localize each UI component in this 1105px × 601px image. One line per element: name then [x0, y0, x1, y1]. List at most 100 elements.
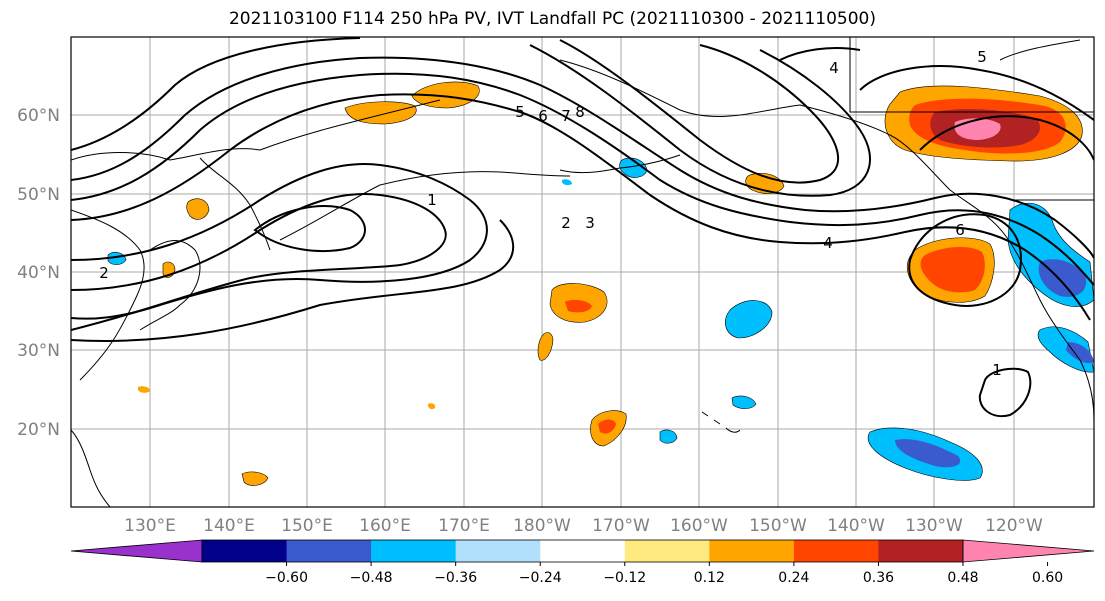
shade-small-orange-2: [138, 386, 150, 393]
colorbar-tick-label: 0.24: [778, 570, 809, 586]
contour-label: 8: [575, 103, 585, 121]
colorbar-tick-label: −0.48: [350, 570, 393, 586]
lon-tick-label: 150°W: [749, 516, 807, 536]
contour-label: 2: [99, 264, 109, 282]
coast-aleutians-west: [279, 171, 571, 241]
pv-contour-line: [559, 39, 839, 184]
pv-contours: [71, 37, 1094, 418]
shade-small-orange-1: [241, 471, 269, 486]
pv-contour-line: [978, 367, 1032, 418]
lat-tick-label: 50°N: [17, 185, 60, 205]
shade-hawaii-red: [598, 419, 616, 434]
contour-label: 7: [561, 107, 571, 125]
contour-label: 4: [823, 234, 833, 252]
pv-contour-line: [859, 65, 1094, 121]
contour-label: 1: [427, 191, 437, 209]
lat-tick-label: 30°N: [17, 341, 60, 361]
shade-blue-patch-6: [562, 179, 572, 186]
border-canada: [849, 37, 1094, 113]
colorbar-tick-label: 0.60: [1032, 570, 1063, 586]
pv-contour-line: [908, 213, 1022, 307]
contour-label: 1: [992, 361, 1002, 379]
coast-arctic: [999, 39, 1081, 61]
colorbar-outline: [201, 539, 964, 563]
figure-title: 2021103100 F114 250 hPa PV, IVT Landfall…: [228, 9, 876, 29]
colorbar-extend-high: [962, 539, 1095, 563]
contour-label: 4: [829, 59, 839, 77]
colorbar-segment: [202, 540, 288, 562]
map-border: [70, 36, 1095, 508]
colorbar-segment: [709, 540, 795, 562]
colorbar-segment: [286, 540, 372, 562]
colorbar-segment: [540, 540, 626, 562]
pv-contour-line: [71, 72, 1094, 286]
colorbar: −0.60 −0.48 −0.36 −0.24 −0.12 0.12 0.24 0.36 0.4…: [70, 539, 1095, 586]
contour-label: 3: [585, 214, 595, 232]
coast-japan: [139, 240, 201, 331]
pv-contour-line: [71, 163, 488, 320]
pv-contour-line: [919, 115, 1094, 161]
lon-tick-label: 170°W: [592, 516, 650, 536]
pv-contour-line: [779, 47, 861, 61]
shade-bering-orange-2: [411, 81, 480, 109]
colorbar-tick-label: −0.60: [265, 570, 308, 586]
shade-blue-patch-2: [619, 157, 648, 178]
lon-tick-label: 150°E: [281, 516, 333, 536]
colorbar-tick-label: 0.36: [863, 570, 894, 586]
pv-contour-line: [71, 93, 1091, 321]
lon-tick-label: 130°E: [124, 516, 176, 536]
latitude-labels: 60°N 50°N 40°N 30°N 20°N: [17, 106, 60, 440]
contour-label: 2: [561, 214, 571, 232]
shade-blue-patch-4: [659, 429, 678, 444]
shade-subtrop-mid: [895, 439, 961, 468]
coast-alaska-na: [559, 59, 1094, 421]
lon-tick-label: 140°E: [203, 516, 255, 536]
shade-blue-patch-3: [731, 395, 757, 409]
lon-tick-label: 130°W: [905, 516, 963, 536]
contour-label: 6: [955, 221, 965, 239]
lat-tick-label: 20°N: [17, 420, 60, 440]
lon-tick-label: 180°W: [513, 516, 571, 536]
colorbar-segment: [624, 540, 710, 562]
colorbar-tick-label: −0.24: [519, 570, 562, 586]
lon-tick-label: 160°W: [670, 516, 728, 536]
shade-kamchatka-orange: [186, 198, 210, 220]
pv-contour-line: [529, 44, 871, 197]
shade-blue-patch-1: [725, 300, 773, 339]
pv-contour-line: [253, 205, 366, 252]
coast-aleutians-east: [559, 154, 681, 174]
shade-socal-mid: [1066, 342, 1094, 364]
pv-contour-line: [71, 193, 447, 331]
contour-label: 5: [515, 103, 525, 121]
contour-label: 5: [977, 48, 987, 66]
contour-label: 6: [538, 107, 548, 125]
colorbar-segment: [371, 540, 457, 562]
lon-tick-label: 120°W: [985, 516, 1043, 536]
lon-tick-label: 170°E: [438, 516, 490, 536]
pv-contour-line: [71, 37, 361, 151]
shade-midpac-red: [565, 299, 592, 313]
shade-small-orange-3: [428, 403, 436, 410]
colorbar-tick-label: −0.36: [434, 570, 477, 586]
lat-tick-label: 40°N: [17, 263, 60, 283]
colorbar-extend-low: [70, 539, 203, 563]
coast-philippines: [71, 429, 111, 507]
lon-tick-label: 160°E: [359, 516, 411, 536]
colorbar-segment: [455, 540, 541, 562]
colorbar-tick-label: 0.12: [694, 570, 725, 586]
longitude-labels: 130°E 140°E 150°E 160°E 170°E 180°W 170°W 160°W…: [124, 516, 1043, 536]
pv-contour-line: [71, 219, 515, 342]
colorbar-segment: [878, 540, 964, 562]
colorbar-tick-label: 0.48: [947, 570, 978, 586]
pv-contour-line: [71, 56, 1094, 259]
shade-coast-mid: [1038, 259, 1087, 297]
coast-hawaii: [701, 411, 741, 433]
shade-oregon-red: [920, 246, 985, 293]
colorbar-tick-label: −0.12: [603, 570, 646, 586]
coast-asia-east: [71, 209, 145, 381]
lon-tick-label: 140°W: [827, 516, 885, 536]
shade-midpac-orange-2: [537, 332, 554, 361]
coastlines: [71, 37, 1094, 507]
